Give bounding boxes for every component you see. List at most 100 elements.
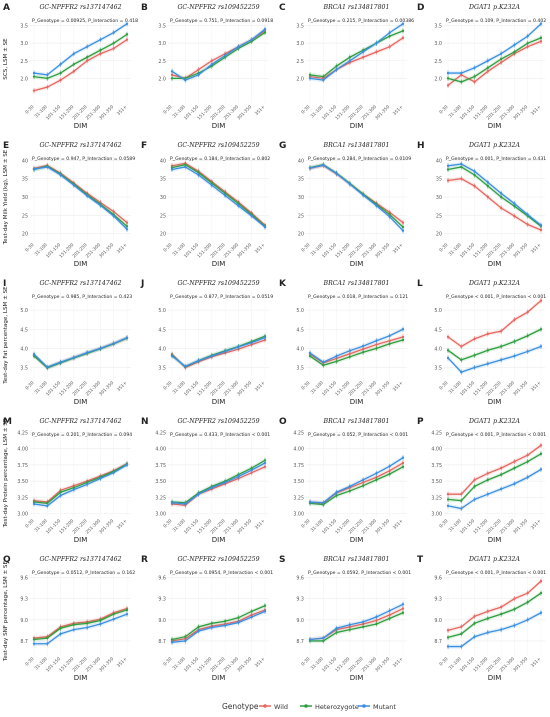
panel-n-point-mutant-1 bbox=[184, 502, 187, 506]
panel-e-point-mutant-6 bbox=[112, 214, 115, 218]
panel-q-ytick-2: 9.3 bbox=[20, 597, 28, 603]
panel-d-point-mutant-2 bbox=[473, 66, 476, 70]
panel-o-ytick-2: 3.50 bbox=[293, 479, 304, 485]
panel-l-point-heterozygote-5 bbox=[513, 340, 516, 343]
panel-e-line-wild bbox=[33, 164, 128, 224]
panel-h-letter: H bbox=[417, 141, 425, 151]
panel-a-ytick-0: 2.0 bbox=[20, 76, 28, 82]
panel-a-band-wild bbox=[34, 37, 127, 93]
panel-l-point-mutant-0 bbox=[446, 356, 450, 360]
panel-s-point-mutant-1 bbox=[322, 636, 325, 640]
panel-l-point-mutant-3 bbox=[486, 362, 490, 365]
panel-n-point-wild-6 bbox=[250, 471, 253, 474]
panel-i-point-mutant-1 bbox=[46, 365, 49, 369]
panel-h-point-mutant-2 bbox=[473, 170, 476, 173]
panel-n-point-mutant-0 bbox=[170, 501, 174, 504]
panel-s-point-heterozygote-1 bbox=[322, 639, 325, 643]
panel-l-band-mutant bbox=[448, 344, 541, 375]
panel-e: E GC-NPFFR2 rs137147462 20 25 30 35 40 P_Genoty… bbox=[3, 141, 135, 268]
panel-i-ytick-1: 4.0 bbox=[20, 346, 28, 352]
panel-g-point-wild-7 bbox=[401, 221, 405, 224]
panel-q-point-mutant-4 bbox=[85, 626, 89, 629]
panel-l-ytick-1: 4.0 bbox=[434, 346, 442, 352]
panel-p-point-heterozygote-7 bbox=[539, 452, 543, 455]
panel-t-line-heterozygote bbox=[447, 592, 542, 639]
panel-d-pvalues: P_Genotype = 0.109, P_Interaction = 0.40… bbox=[446, 18, 546, 24]
panel-s-point-wild-5 bbox=[375, 619, 378, 622]
panel-k-ytick-2: 4.5 bbox=[296, 327, 304, 333]
panel-m-point-mutant-3 bbox=[72, 488, 76, 491]
panel-m-point-mutant-7 bbox=[125, 463, 129, 467]
panel-p-point-wild-6 bbox=[526, 453, 529, 457]
panel-c-point-mutant-0 bbox=[308, 77, 312, 80]
panel-f-xtick-0: 0-30 bbox=[162, 242, 173, 253]
panel-l-point-heterozygote-3 bbox=[486, 349, 490, 352]
panel-r-line-heterozygote bbox=[171, 605, 266, 641]
panel-o-point-heterozygote-5 bbox=[375, 478, 378, 482]
panel-p-point-wild-3 bbox=[486, 472, 490, 475]
panel-p-point-heterozygote-0 bbox=[446, 498, 450, 501]
panel-m-ytick-0: 3.00 bbox=[17, 512, 28, 518]
panel-k-ytick-3: 5.0 bbox=[296, 308, 304, 314]
panel-i-point-mutant-4 bbox=[85, 351, 89, 354]
panel-c-pvalues: P_Genotype = 0.215, P_Interaction = 0.00… bbox=[308, 18, 414, 24]
panel-r-ytick-0: 8.7 bbox=[158, 639, 166, 645]
panel-k-point-wild-7 bbox=[401, 335, 405, 339]
panel-o-point-heterozygote-4 bbox=[361, 484, 365, 487]
panel-p-point-mutant-2 bbox=[473, 498, 476, 501]
panel-h-xtick-0: 0-30 bbox=[438, 242, 449, 253]
panel-p-letter: P bbox=[417, 417, 424, 427]
panel-t-ytick-1: 9.0 bbox=[434, 618, 442, 624]
panel-h-xlabel: DIM bbox=[488, 260, 502, 268]
panel-t-point-mutant-4 bbox=[499, 628, 503, 631]
panel-t-xlabel: DIM bbox=[488, 674, 502, 682]
panel-o-ytick-3: 3.75 bbox=[293, 463, 304, 469]
panel-b-point-mutant-7 bbox=[263, 27, 267, 31]
panel-e-xlabel: DIM bbox=[74, 260, 88, 268]
panel-k-line-wild bbox=[309, 336, 404, 364]
panel-o-point-mutant-6 bbox=[388, 464, 391, 468]
panel-p-band-mutant bbox=[448, 467, 541, 511]
panel-p-point-wild-4 bbox=[499, 466, 503, 470]
panel-n-ytick-0: 3.00 bbox=[155, 512, 166, 518]
panel-t-title: DGAT1 p.K232A bbox=[468, 556, 520, 563]
panel-k-band-heterozygote bbox=[310, 337, 403, 368]
panel-f-pvalues: P_Genotype = 0.184, P_Interaction = 0.80… bbox=[170, 156, 270, 162]
panel-d-line-mutant bbox=[448, 23, 542, 74]
panel-t-point-mutant-1 bbox=[460, 645, 463, 648]
panel-l-letter: L bbox=[417, 279, 423, 289]
panel-j-title: GC-NPFFR2 rs109452259 bbox=[177, 280, 259, 287]
panel-c-point-mutant-2 bbox=[335, 68, 338, 71]
panel-b-point-wild-0 bbox=[170, 73, 174, 77]
panel-k-point-heterozygote-0 bbox=[308, 354, 312, 358]
panel-a-xlabel: DIM bbox=[74, 122, 88, 130]
panel-i-pvalues: P_Genotype = 0.985, P_Interaction = 0.42… bbox=[32, 294, 132, 300]
panel-d-point-wild-6 bbox=[526, 45, 529, 48]
panel-s-point-heterozygote-5 bbox=[375, 622, 378, 626]
panel-a-title: GC-NPFFR2 rs137147462 bbox=[39, 4, 121, 11]
legend-item-wild: Wild bbox=[259, 703, 288, 711]
panel-r-point-heterozygote-2 bbox=[197, 625, 200, 629]
panel-o-letter: O bbox=[279, 417, 287, 427]
panel-a-point-heterozygote-5 bbox=[99, 49, 102, 52]
panel-o-point-mutant-3 bbox=[348, 485, 352, 488]
panel-c-point-mutant-7 bbox=[401, 22, 405, 25]
panel-r-point-mutant-0 bbox=[170, 641, 174, 644]
panel-l-title: DGAT1 p.K232A bbox=[468, 280, 520, 287]
panel-t-point-wild-2 bbox=[473, 615, 476, 618]
panel-a-xtick-0: 0-30 bbox=[24, 104, 35, 115]
panel-s-band-mutant bbox=[310, 602, 403, 642]
panel-n-letter: N bbox=[141, 417, 149, 427]
panel-h-point-mutant-3 bbox=[486, 181, 490, 184]
panel-i-xlabel: DIM bbox=[74, 398, 88, 406]
panel-i-letter: I bbox=[3, 279, 6, 289]
panel-a-point-wild-3 bbox=[72, 70, 76, 73]
panel-d-point-mutant-3 bbox=[486, 59, 490, 62]
panel-i-xtick-0: 0-30 bbox=[24, 380, 35, 391]
panel-t-letter: T bbox=[417, 555, 424, 565]
panel-r-point-mutant-3 bbox=[210, 626, 214, 629]
panel-q-xtick-0: 0-30 bbox=[24, 656, 35, 667]
panel-e-point-mutant-2 bbox=[59, 173, 62, 177]
panel-a-point-mutant-1 bbox=[46, 73, 49, 77]
panel-e-letter: E bbox=[3, 141, 9, 151]
